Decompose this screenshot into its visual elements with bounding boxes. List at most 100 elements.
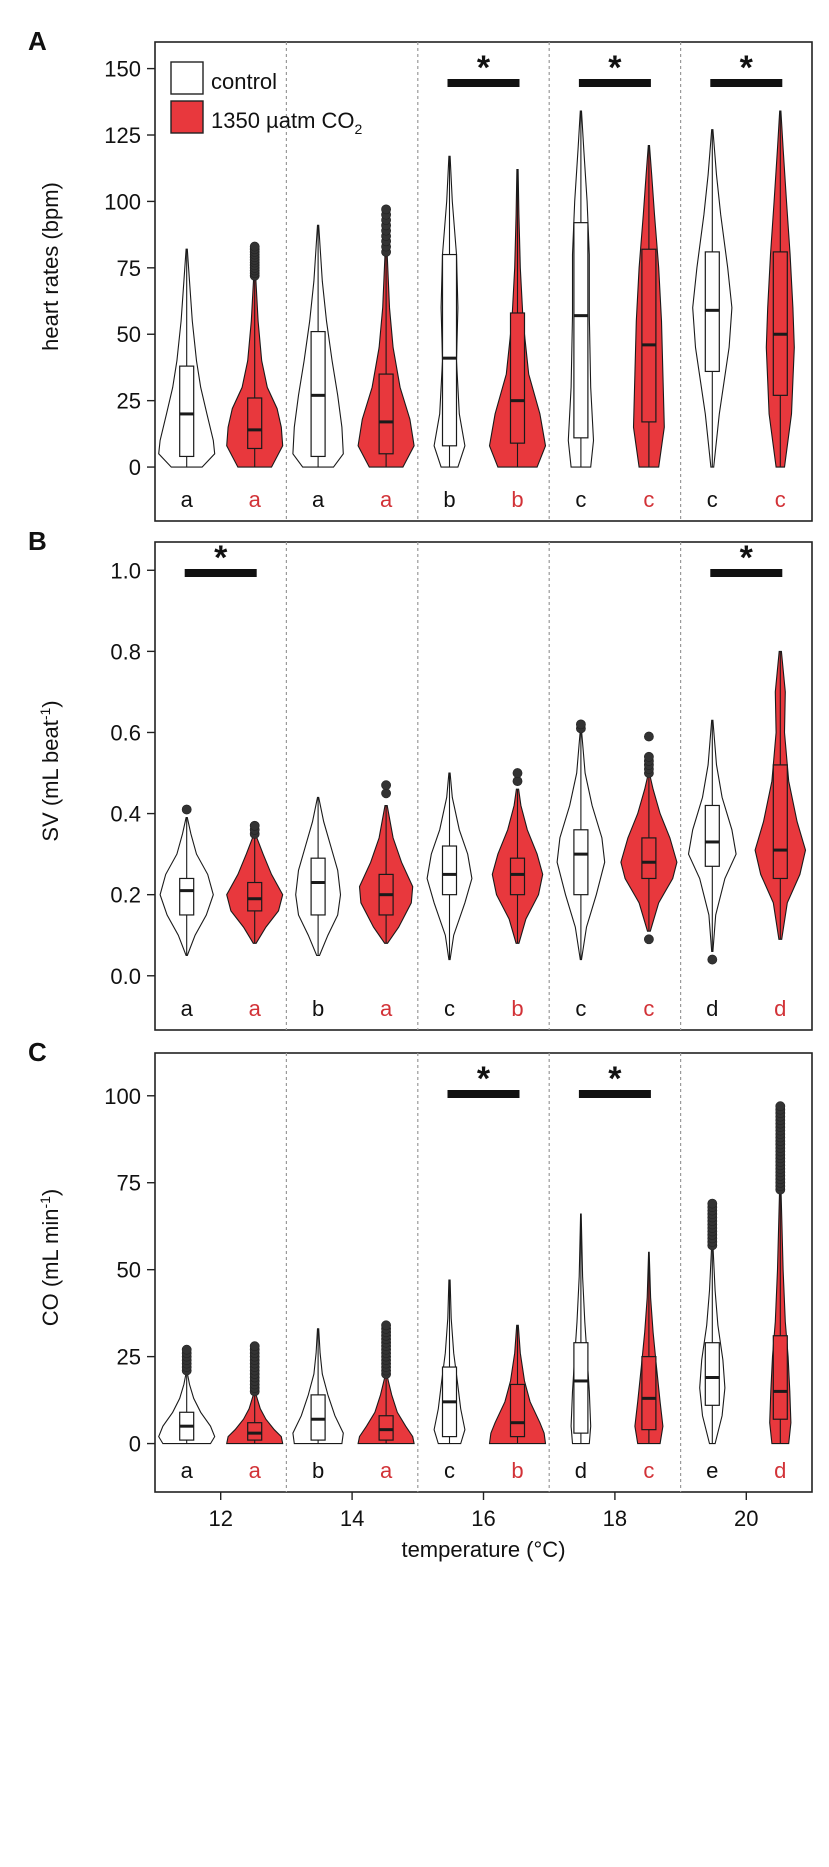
group-letter: e xyxy=(706,1458,718,1483)
group-letter: b xyxy=(443,487,455,512)
y-tick-label: 0 xyxy=(129,1432,141,1457)
y-tick-label: 100 xyxy=(104,189,141,214)
y-tick-label: 50 xyxy=(117,1258,141,1283)
group-letter: c xyxy=(643,487,654,512)
panel-letter: A xyxy=(28,26,47,56)
significance-star: * xyxy=(477,1060,491,1098)
panel-letter: C xyxy=(28,1037,47,1067)
y-tick-label: 25 xyxy=(117,1345,141,1370)
outlier-point xyxy=(576,719,586,730)
iqr-box xyxy=(247,397,263,450)
iqr-box xyxy=(247,881,263,912)
group-letter: a xyxy=(249,1458,262,1483)
y-axis-label: SV (mL beat-1) xyxy=(37,700,63,841)
group-letter: a xyxy=(380,487,393,512)
panel-frame xyxy=(154,541,813,1031)
y-tick-label: 0.0 xyxy=(110,964,141,989)
outlier-point xyxy=(381,780,391,791)
iqr-box xyxy=(509,1383,526,1438)
legend-swatch-co2 xyxy=(170,100,204,134)
outlier-point xyxy=(249,1341,260,1352)
x-axis-label: temperature (°C) xyxy=(401,1537,565,1562)
outlier-point xyxy=(381,1320,391,1331)
iqr-box xyxy=(641,1356,657,1431)
iqr-box xyxy=(573,1342,589,1434)
outlier-point xyxy=(707,954,718,965)
group-letter: d xyxy=(575,1458,587,1483)
iqr-box xyxy=(179,365,195,458)
group-letter: d xyxy=(774,996,786,1021)
outlier-point xyxy=(512,768,523,778)
y-tick-label: 150 xyxy=(104,57,141,82)
group-letter: c xyxy=(444,996,455,1021)
outlier-point xyxy=(181,1344,192,1355)
group-letter: c xyxy=(575,996,586,1021)
x-tick-label: 20 xyxy=(734,1506,758,1531)
outlier-point xyxy=(644,934,654,945)
y-tick-label: 75 xyxy=(117,256,141,281)
legend-label-co2: 1350 µatm CO2 xyxy=(211,108,363,137)
group-letter: b xyxy=(312,1458,324,1483)
y-axis-label-superscript: -1 xyxy=(37,1196,53,1209)
y-axis-label-close: ) xyxy=(38,1189,63,1196)
group-letter: c xyxy=(643,1458,654,1483)
legend-label-control: control xyxy=(211,69,277,94)
outlier-point xyxy=(775,1101,786,1112)
outlier-point xyxy=(249,241,260,252)
group-letter: c xyxy=(775,487,786,512)
group-letter: a xyxy=(249,996,262,1021)
iqr-box xyxy=(573,829,589,896)
outlier-point xyxy=(381,204,391,215)
x-tick-label: 18 xyxy=(603,1506,627,1531)
y-tick-label: 100 xyxy=(104,1084,141,1109)
iqr-box xyxy=(310,857,326,916)
iqr-box xyxy=(179,877,195,916)
group-letter: b xyxy=(511,996,523,1021)
group-letter: c xyxy=(444,1458,455,1483)
iqr-box xyxy=(509,312,526,444)
y-tick-label: 1.0 xyxy=(110,558,141,583)
iqr-box xyxy=(641,837,657,880)
iqr-box xyxy=(641,248,657,423)
iqr-box xyxy=(704,1342,720,1406)
iqr-box xyxy=(772,764,788,880)
y-axis-label-text: CO (mL min xyxy=(38,1209,63,1327)
x-tick-label: 16 xyxy=(471,1506,495,1531)
y-tick-label: 0 xyxy=(129,455,141,480)
group-letter: d xyxy=(774,1458,786,1483)
legend-label-co2-text: 1350 µatm CO xyxy=(211,108,355,133)
iqr-box xyxy=(772,251,788,396)
y-tick-label: 50 xyxy=(117,322,141,347)
y-axis-label-text: heart rates (bpm) xyxy=(38,182,63,351)
group-letter: a xyxy=(312,487,325,512)
significance-star: * xyxy=(740,539,754,577)
outlier-point xyxy=(644,731,654,742)
group-letter: a xyxy=(380,996,393,1021)
iqr-box xyxy=(509,857,526,896)
y-tick-label: 25 xyxy=(117,389,141,414)
group-letter: a xyxy=(249,487,262,512)
group-letter: c xyxy=(707,487,718,512)
y-tick-label: 0.4 xyxy=(110,802,141,827)
panel-letter: B xyxy=(28,526,47,556)
group-letter: a xyxy=(181,996,194,1021)
group-letter: c xyxy=(643,996,654,1021)
significance-star: * xyxy=(608,49,622,87)
outlier-point xyxy=(181,804,192,815)
x-tick-label: 12 xyxy=(208,1506,232,1531)
outlier-point xyxy=(707,1198,718,1209)
iqr-box xyxy=(378,1415,394,1441)
iqr-box xyxy=(378,373,394,455)
y-axis-label: CO (mL min-1) xyxy=(37,1189,63,1327)
y-tick-label: 75 xyxy=(117,1171,141,1196)
y-tick-label: 125 xyxy=(104,123,141,148)
significance-star: * xyxy=(214,539,228,577)
group-letter: a xyxy=(181,1458,194,1483)
group-letter: c xyxy=(575,487,586,512)
y-tick-label: 0.2 xyxy=(110,883,141,908)
group-letter: a xyxy=(380,1458,393,1483)
significance-star: * xyxy=(740,49,754,87)
group-letter: b xyxy=(511,1458,523,1483)
iqr-box xyxy=(441,845,458,896)
legend-swatch-control xyxy=(170,61,204,95)
